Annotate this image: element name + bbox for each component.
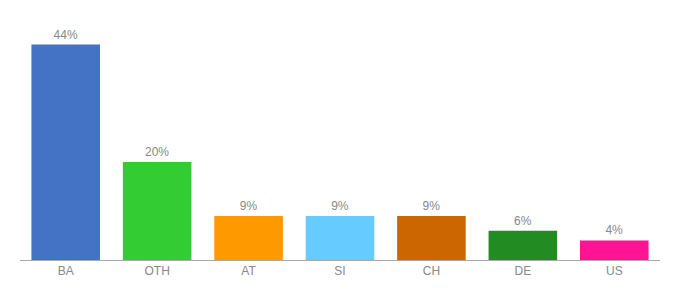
svg-text:CH: CH xyxy=(423,264,440,278)
svg-text:4%: 4% xyxy=(605,223,623,237)
svg-text:DE: DE xyxy=(515,264,532,278)
svg-text:20%: 20% xyxy=(145,145,169,159)
svg-text:OTH: OTH xyxy=(144,264,169,278)
svg-text:9%: 9% xyxy=(240,199,258,213)
svg-text:9%: 9% xyxy=(423,199,441,213)
svg-text:US: US xyxy=(606,264,623,278)
svg-text:AT: AT xyxy=(241,264,256,278)
svg-text:44%: 44% xyxy=(54,28,78,42)
svg-text:BA: BA xyxy=(58,264,74,278)
svg-text:6%: 6% xyxy=(514,214,532,228)
svg-text:9%: 9% xyxy=(331,199,349,213)
svg-text:SI: SI xyxy=(334,264,345,278)
